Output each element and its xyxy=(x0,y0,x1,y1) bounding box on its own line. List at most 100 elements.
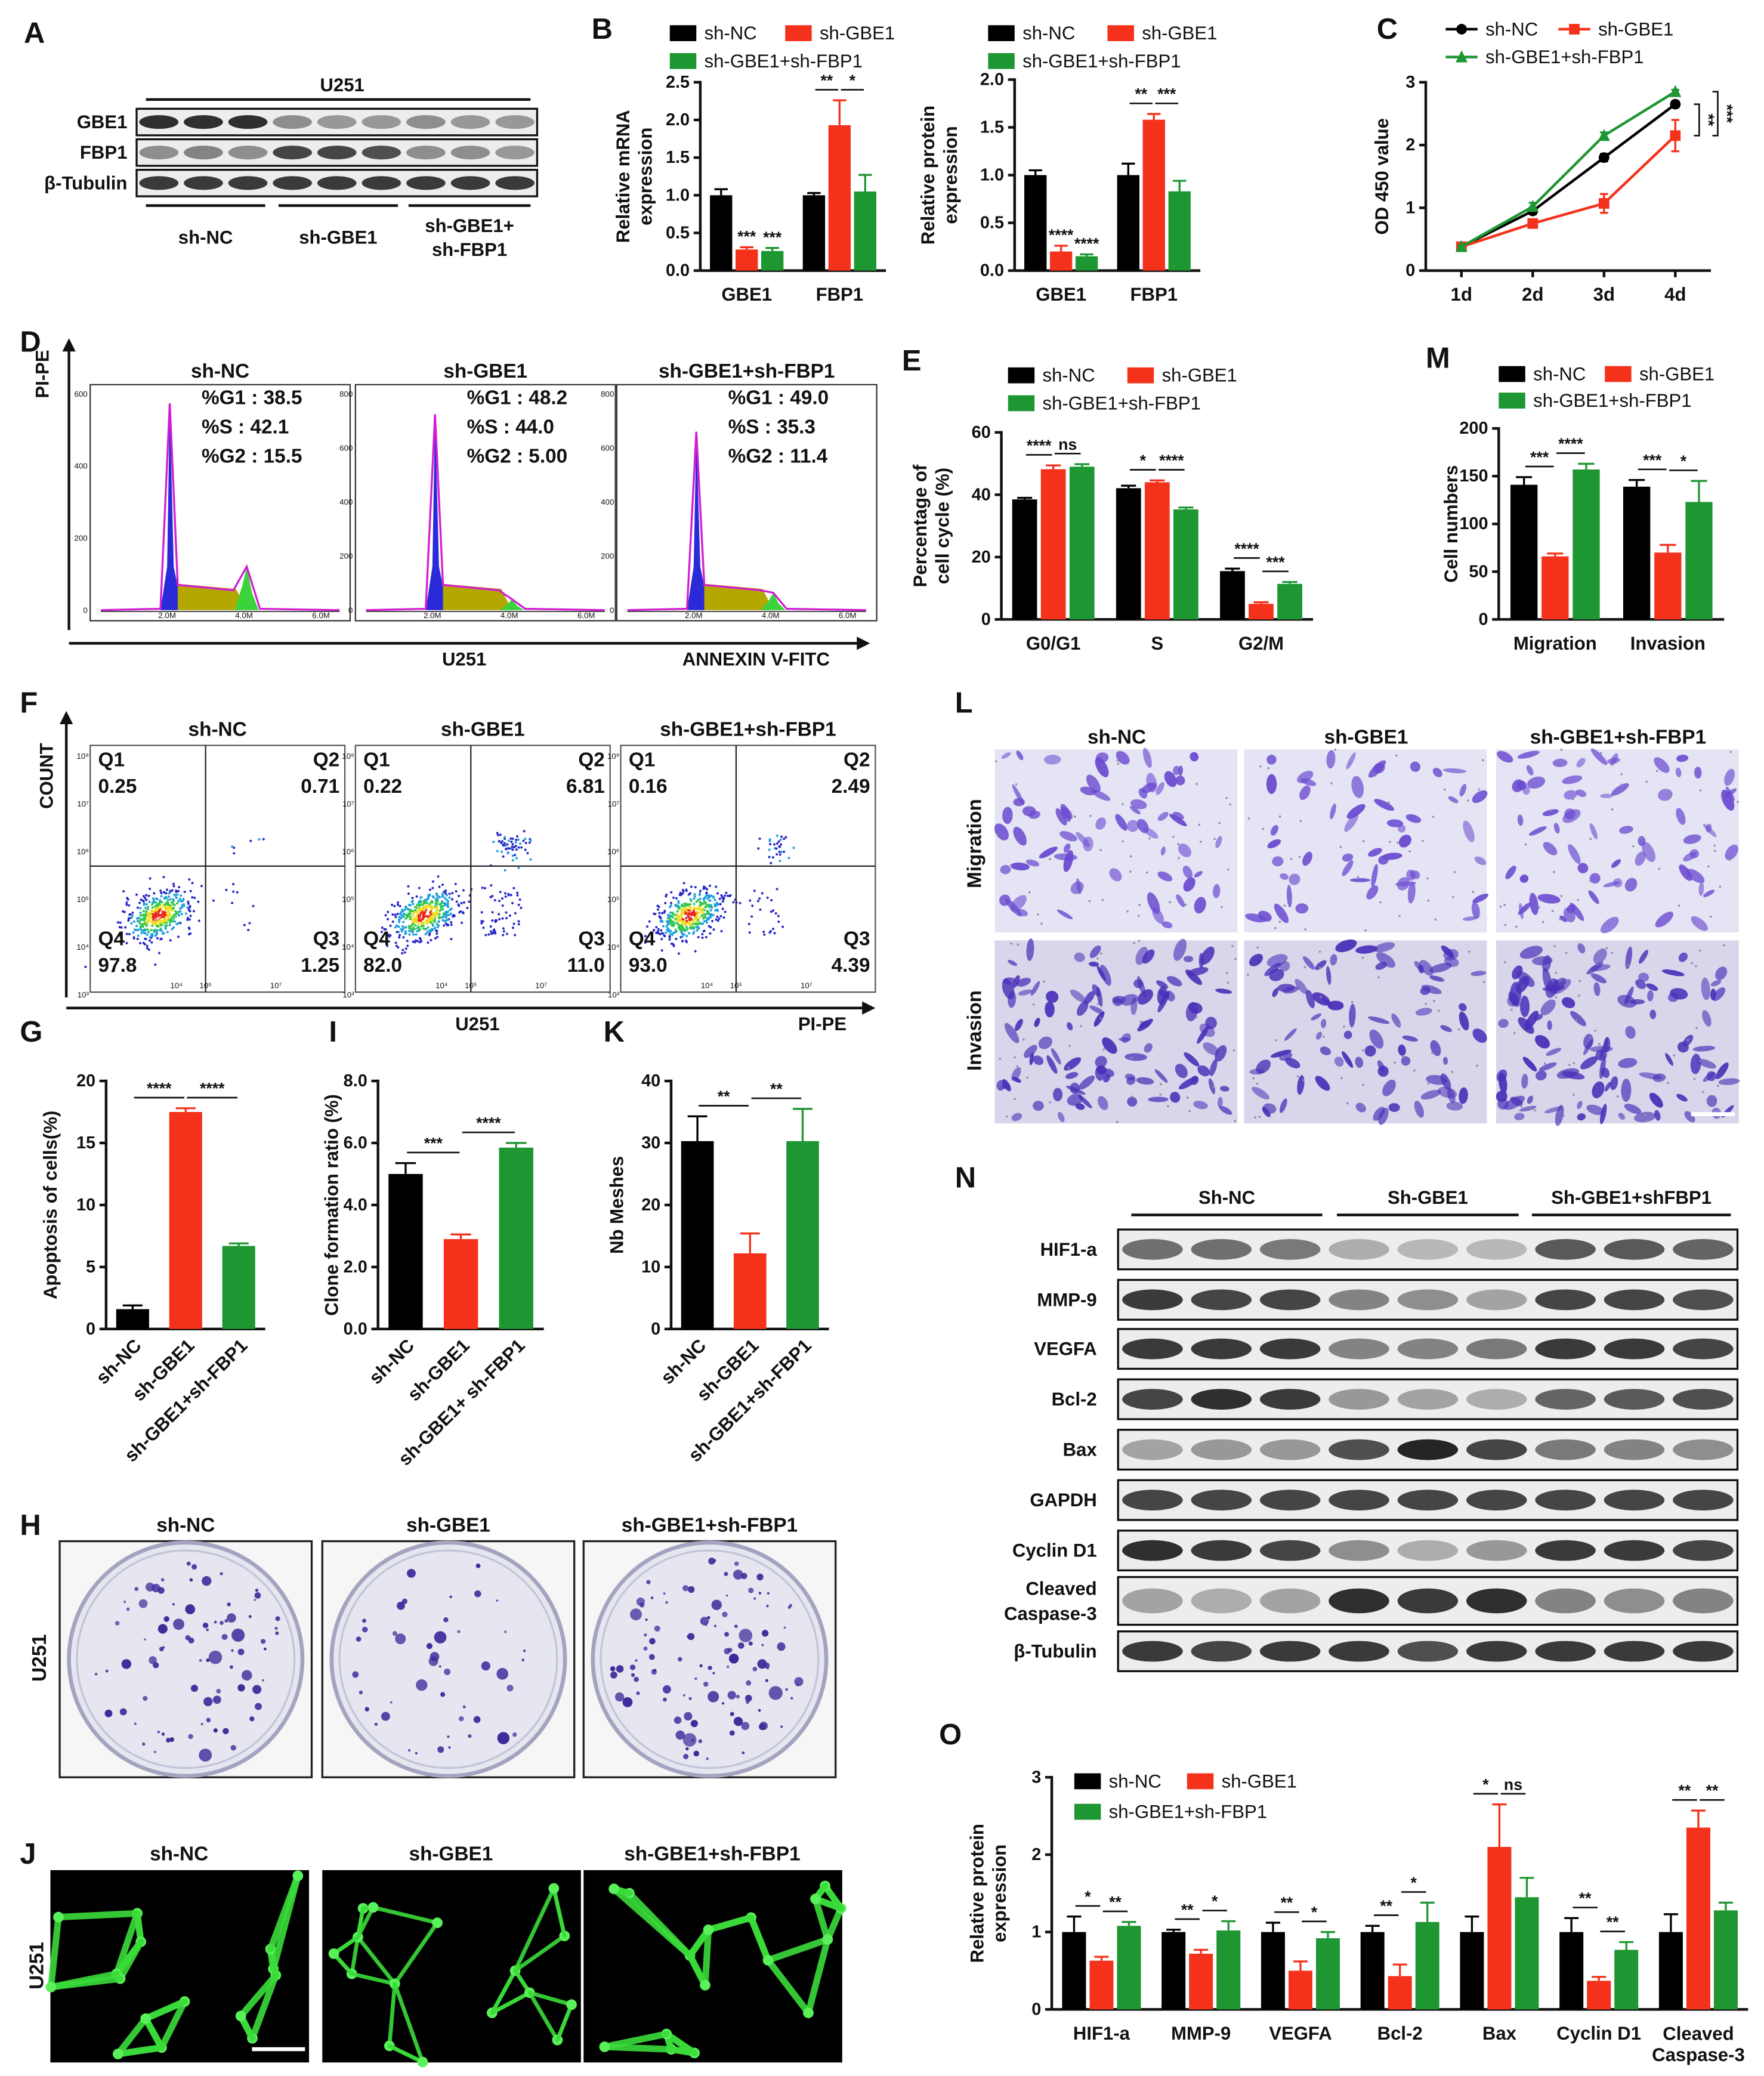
event-dot xyxy=(499,891,502,894)
event-dot xyxy=(684,907,687,910)
legend-swatch xyxy=(1107,25,1134,41)
blot-band xyxy=(495,176,535,190)
blot-band xyxy=(1259,1490,1321,1510)
event-dot xyxy=(430,921,432,924)
pore xyxy=(1334,749,1337,751)
event-dot xyxy=(174,920,177,923)
transwell-image xyxy=(1496,940,1739,1124)
colony xyxy=(149,1656,157,1664)
quadrant-name: Q4 xyxy=(629,928,656,950)
event-dot xyxy=(665,931,668,934)
event-dot xyxy=(408,927,411,930)
pore xyxy=(1510,1008,1513,1011)
tube xyxy=(270,1872,301,1972)
significance-label: ** xyxy=(718,1088,730,1105)
event-dot xyxy=(170,901,173,904)
stained-cell xyxy=(1169,814,1187,827)
stained-cell xyxy=(1127,1096,1138,1107)
stained-cell xyxy=(1183,877,1195,892)
colony xyxy=(694,1677,697,1680)
blot-band xyxy=(1122,1641,1183,1662)
stained-cell xyxy=(1266,774,1277,795)
event-dot xyxy=(165,924,168,927)
event-dot xyxy=(424,932,427,935)
colony xyxy=(761,1630,769,1637)
stained-cell xyxy=(1716,1062,1729,1079)
event-dot xyxy=(398,936,401,939)
colony xyxy=(437,1746,444,1753)
stained-cell xyxy=(1167,976,1182,987)
pore xyxy=(1100,952,1102,955)
stained-cell xyxy=(1252,1086,1270,1100)
stained-cell xyxy=(1056,909,1073,920)
colony xyxy=(126,1607,130,1611)
pore xyxy=(1599,752,1602,755)
blot-band xyxy=(1466,1490,1527,1510)
stained-cell xyxy=(1008,960,1018,966)
bar xyxy=(786,1141,819,1329)
x-tick-label-line: Caspase-3 xyxy=(1652,2044,1745,2065)
quadrant-name: Q4 xyxy=(363,928,390,950)
stained-cell xyxy=(1175,776,1185,786)
stained-cell xyxy=(1175,1064,1188,1079)
colony xyxy=(683,1753,689,1759)
event-dot xyxy=(137,928,140,931)
event-dot xyxy=(719,915,722,917)
pore xyxy=(1006,1115,1008,1118)
stained-cell xyxy=(1303,956,1315,970)
stained-cell xyxy=(1577,1113,1586,1121)
pore xyxy=(1575,1019,1578,1022)
cell-cycle-stat: %G2 : 5.00 xyxy=(467,445,568,467)
stained-cell xyxy=(1284,1028,1297,1041)
pore xyxy=(1262,827,1264,830)
y-tick-label: 2.0 xyxy=(666,110,690,129)
pore xyxy=(1560,895,1563,897)
stained-cell xyxy=(1592,1081,1605,1098)
stained-cell xyxy=(1016,750,1024,761)
event-dot xyxy=(501,897,503,900)
colony xyxy=(765,1679,768,1682)
colony xyxy=(474,1590,481,1598)
dot-plot-y-tick: 10⁸ xyxy=(77,752,89,761)
bar xyxy=(1388,1976,1412,2010)
y-tick-label: 0 xyxy=(1405,261,1415,280)
y-tick-label: 1 xyxy=(1031,1923,1041,1942)
panel-letter: A xyxy=(24,17,45,50)
event-dot xyxy=(419,938,422,941)
stained-cell xyxy=(1442,768,1466,774)
significance-label: ** xyxy=(1706,1782,1719,1800)
colony xyxy=(708,1691,719,1703)
event-dot xyxy=(412,926,415,929)
y-tick-label: 2.0 xyxy=(980,70,1004,89)
quadrant-value: 97.8 xyxy=(98,954,137,977)
bar xyxy=(761,251,784,271)
blot-band xyxy=(1259,1289,1321,1311)
stained-cell xyxy=(1599,1055,1606,1079)
event-dot xyxy=(405,906,408,909)
event-dot xyxy=(496,832,499,835)
pore xyxy=(1026,1076,1028,1079)
stained-cell xyxy=(1178,765,1183,776)
stained-cell xyxy=(1025,859,1040,867)
histogram-y-tick: 400 xyxy=(601,498,614,506)
event-dot xyxy=(685,925,688,928)
point xyxy=(1455,240,1468,252)
colony xyxy=(356,1636,362,1642)
tube xyxy=(47,1975,123,1991)
legend-marker xyxy=(1456,24,1467,35)
pore xyxy=(1534,1109,1536,1111)
event-dot xyxy=(693,911,696,914)
event-dot xyxy=(694,886,697,889)
stained-cell xyxy=(1398,1044,1406,1056)
pore xyxy=(1361,1049,1364,1052)
blot-protein-label: Cyclin D1 xyxy=(1012,1540,1097,1561)
stained-cell xyxy=(1388,1103,1400,1112)
row-label: Migration xyxy=(964,799,986,888)
stained-cell xyxy=(1440,1073,1451,1090)
event-dot xyxy=(709,932,712,935)
y-tick-label: 6.0 xyxy=(344,1133,367,1153)
stained-cell xyxy=(1198,953,1204,969)
event-dot xyxy=(778,845,781,848)
significance-label: * xyxy=(1212,1892,1218,1910)
pore xyxy=(1482,759,1484,762)
